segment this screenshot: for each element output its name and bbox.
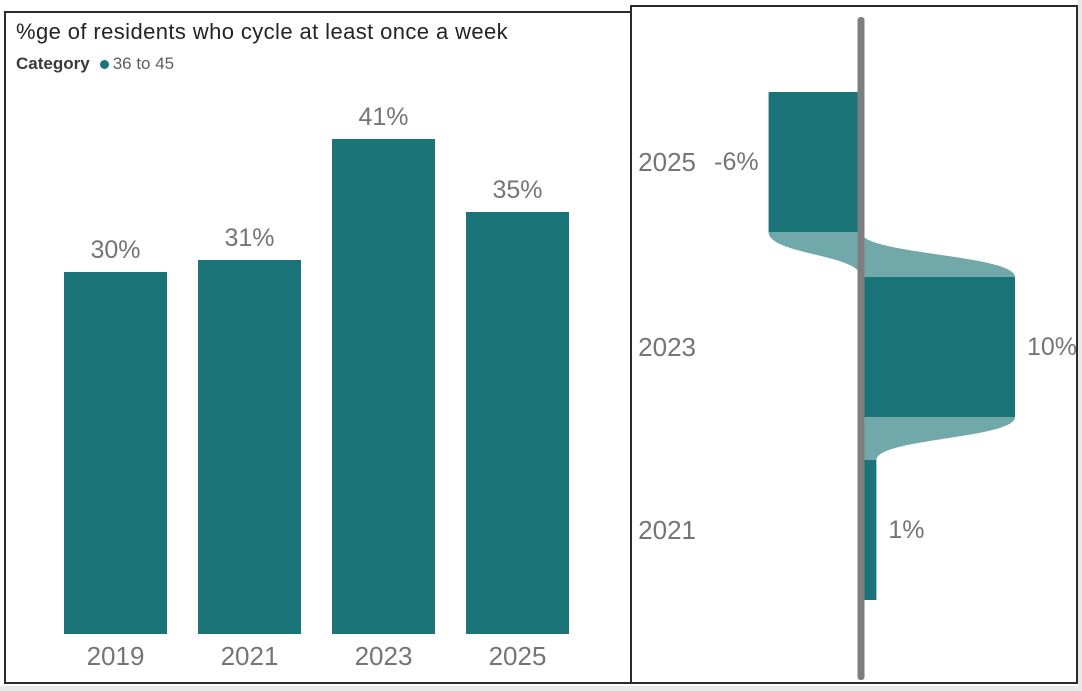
deviation-bar-2023[interactable] xyxy=(861,277,1015,417)
bar-value-label: 30% xyxy=(90,235,141,264)
chart-title: %ge of residents who cycle at least once… xyxy=(16,19,509,44)
bar-column-2023: 41% xyxy=(332,103,435,634)
bar-2023[interactable] xyxy=(332,139,435,634)
baseline-axis xyxy=(857,17,865,680)
bar-column-2019: 30% xyxy=(64,236,167,634)
legend-dot-icon xyxy=(99,59,109,69)
x-axis: 2019 2021 2023 2025 xyxy=(64,641,569,672)
year-label-2023: 2023 xyxy=(638,332,696,362)
deviation-value-label: 1% xyxy=(888,516,924,544)
deviation-plot-area: 2025 -6% 2023 10% 2021 1% xyxy=(638,17,1076,680)
legend-field-label: Category xyxy=(16,54,90,73)
x-axis-label-2019: 2019 xyxy=(86,641,145,671)
bar-2019[interactable] xyxy=(64,271,167,634)
deviation-bar-2021[interactable] xyxy=(861,460,877,600)
x-axis-label-2025: 2025 xyxy=(488,641,547,671)
bar-column-2025: 35% xyxy=(466,176,569,634)
bar-chart-panel: %ge of residents who cycle at least once… xyxy=(4,11,632,684)
year-label-2021: 2021 xyxy=(638,515,696,545)
legend: Category 36 to 45 xyxy=(16,54,174,74)
bar-2025[interactable] xyxy=(466,211,569,634)
deviation-bar-2025[interactable] xyxy=(768,92,861,232)
flow-connector xyxy=(768,232,1015,277)
bar-plot-area: 30% 31% 41% 35% xyxy=(64,103,569,634)
bar-value-label: 31% xyxy=(224,223,275,252)
bar-2021[interactable] xyxy=(198,259,301,634)
deviation-chart-panel: 2025 -6% 2023 10% 2021 1% xyxy=(630,5,1078,684)
year-label-2025: 2025 xyxy=(638,147,696,177)
bar-value-label: 35% xyxy=(492,175,543,204)
bar-value-label: 41% xyxy=(358,103,409,132)
page-margin-right xyxy=(1078,0,1082,691)
flow-connector xyxy=(861,417,1015,460)
deviation-value-label: -6% xyxy=(714,148,758,176)
x-axis-label-2021: 2021 xyxy=(220,641,279,671)
bar-column-2021: 31% xyxy=(198,224,301,634)
legend-item-label[interactable]: 36 to 45 xyxy=(112,54,175,73)
x-axis-label-2023: 2023 xyxy=(354,641,413,671)
deviation-value-label: 10% xyxy=(1027,333,1076,361)
page-margin-bottom xyxy=(0,686,1082,691)
